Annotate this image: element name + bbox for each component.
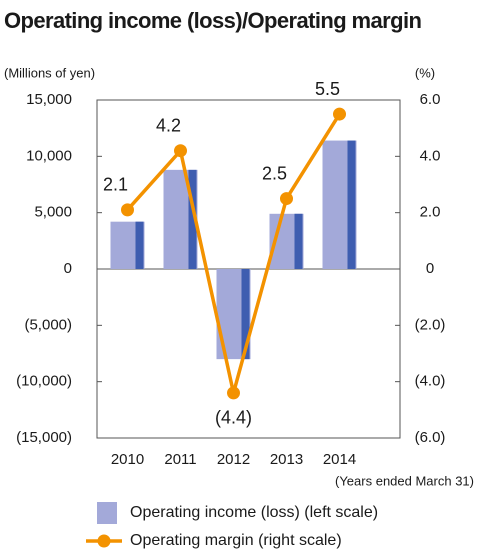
y-tick-label: 15,000 xyxy=(26,91,72,108)
y2-tick-label: 4.0 xyxy=(420,147,441,164)
data-label: 4.2 xyxy=(156,115,181,135)
bar-edge xyxy=(294,213,303,269)
y-tick-label: (5,000) xyxy=(24,316,72,333)
line-marker xyxy=(227,386,240,400)
y-tick-label: 5,000 xyxy=(34,204,72,221)
x-tick-label: 2014 xyxy=(323,451,356,468)
y2-axis-label: (%) xyxy=(415,65,435,80)
y2-tick-label: 2.0 xyxy=(420,204,441,221)
x-note: (Years ended March 31) xyxy=(335,473,474,488)
y2-tick-label: 6.0 xyxy=(420,91,441,108)
x-tick-label: 2010 xyxy=(111,451,144,468)
x-tick-label: 2012 xyxy=(217,451,250,468)
line-marker xyxy=(121,203,134,217)
bar-edge xyxy=(347,140,356,269)
data-label: (4.4) xyxy=(215,408,252,428)
data-label: 2.5 xyxy=(262,163,287,183)
y-axis-label: (Millions of yen) xyxy=(4,65,95,80)
y2-tick-label: 0 xyxy=(426,260,434,277)
line-marker xyxy=(174,144,187,158)
line-marker xyxy=(280,192,293,206)
legend-label: Operating margin (right scale) xyxy=(130,532,342,549)
y-tick-label: (10,000) xyxy=(16,373,72,390)
y2-tick-label: (4.0) xyxy=(415,373,446,390)
line-marker xyxy=(333,107,346,121)
y2-tick-label: (2.0) xyxy=(415,316,446,333)
bar-edge xyxy=(135,221,144,269)
y-tick-label: (15,000) xyxy=(16,429,72,446)
bar-edge xyxy=(241,269,250,360)
chart-title: Operating income (loss)/Operating margin xyxy=(4,8,421,33)
data-label: 2.1 xyxy=(103,175,128,195)
bar-edge xyxy=(188,169,197,269)
x-tick-label: 2011 xyxy=(164,451,196,468)
y-tick-label: 0 xyxy=(64,260,72,277)
y2-tick-label: (6.0) xyxy=(415,429,446,446)
legend-swatch xyxy=(97,534,111,548)
data-label: 5.5 xyxy=(315,79,340,99)
y-tick-label: 10,000 xyxy=(26,147,72,164)
x-tick-label: 2013 xyxy=(270,451,303,468)
legend-label: Operating income (loss) (left scale) xyxy=(130,504,378,521)
legend-swatch xyxy=(97,502,117,524)
